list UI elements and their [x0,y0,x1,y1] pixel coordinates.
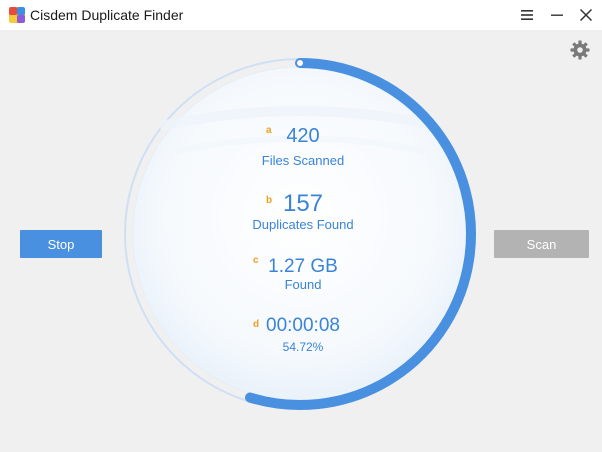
stat-marker-c: c [253,255,259,266]
stat-marker-a: a [266,125,272,136]
scan-button: Scan [494,230,589,258]
size-found-value: 1.27 GB [268,256,338,277]
size-found-label: Found [284,277,322,292]
progress-dial [124,58,476,410]
dial-sheen [158,106,442,131]
app-logo-icon [9,7,25,23]
dial-sheen [174,135,426,154]
close-icon[interactable] [576,5,596,25]
progress-percent-label: 54.72% [282,340,324,354]
stop-button[interactable]: Stop [20,230,102,258]
files-scanned-label: Files Scanned [261,153,345,168]
window-title: Cisdem Duplicate Finder [30,7,184,23]
gear-icon[interactable] [570,40,590,60]
progress-arc [245,58,476,410]
stat-marker-d: d [253,319,260,330]
menu-icon[interactable] [517,5,537,25]
duplicates-found-label: Duplicates Found [252,217,354,232]
progress-start-dot [297,60,303,66]
duplicates-found-value: 157 [282,190,324,217]
title-bar: Cisdem Duplicate Finder [0,0,602,30]
elapsed-time-value: 00:00:08 [266,315,340,336]
minimize-icon[interactable] [547,5,567,25]
stat-marker-b: b [266,195,273,206]
files-scanned-value: 420 [286,125,320,147]
